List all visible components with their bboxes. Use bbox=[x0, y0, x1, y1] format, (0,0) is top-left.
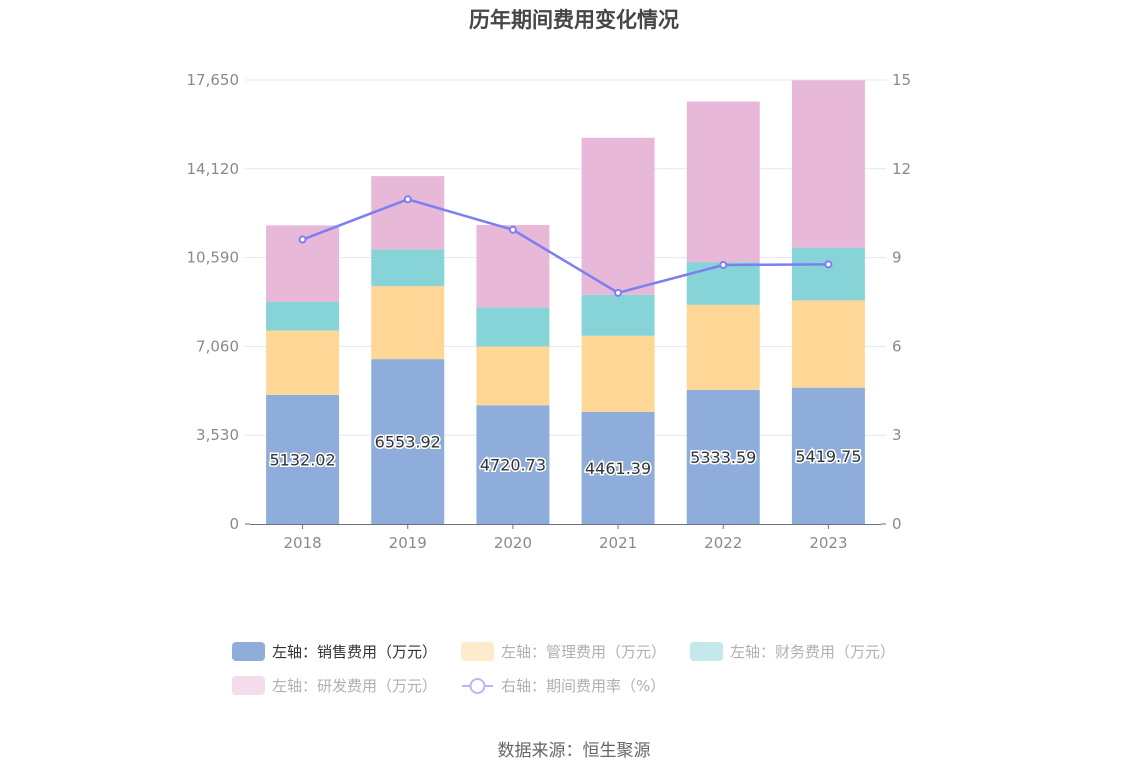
bar-segment-sales bbox=[581, 411, 655, 524]
bar-value-label: 5419.75 bbox=[795, 447, 861, 466]
x-axis-tick-label: 2018 bbox=[283, 534, 321, 552]
bar-segment-rnd bbox=[371, 176, 445, 250]
legend-item-admin[interactable]: 左轴：管理费用（万元） bbox=[461, 641, 666, 662]
right-axis-tick-label: 6 bbox=[892, 337, 902, 355]
rate-line-point bbox=[824, 260, 833, 269]
legend-item-sales[interactable]: 左轴：销售费用（万元） bbox=[232, 641, 437, 662]
left-axis-tick-label: 3,530 bbox=[196, 426, 239, 444]
axes: 0 3,530 7,060 10,590 14,120 17,650 0 3 6 9 12 15 201… bbox=[187, 71, 912, 552]
bar-segment-rnd bbox=[791, 80, 865, 248]
legend-item-rate[interactable]: 右轴：期间费用率（%） bbox=[461, 675, 665, 696]
x-axis-tick-label: 2022 bbox=[704, 534, 742, 552]
right-axis-tick-label: 3 bbox=[892, 426, 902, 444]
legend-line-circle-icon bbox=[462, 677, 494, 694]
right-axis-tick-label: 15 bbox=[892, 71, 911, 89]
legend-swatch-admin-icon bbox=[461, 641, 495, 661]
left-axis-tick-label: 10,590 bbox=[187, 249, 240, 267]
right-axis-tick-label: 12 bbox=[892, 160, 911, 178]
rate-line-path bbox=[302, 197, 829, 295]
bar-value-label: 4720.73 bbox=[480, 456, 546, 475]
legend-label: 左轴：财务费用（万元） bbox=[730, 642, 896, 661]
bar-segment-sales bbox=[371, 359, 445, 524]
legend-label: 右轴：期间费用率（%） bbox=[501, 676, 666, 695]
legend-swatch-sales-icon bbox=[232, 641, 265, 661]
rate-line-point bbox=[614, 288, 623, 297]
right-axis-tick-label: 0 bbox=[892, 515, 902, 533]
x-axis-tick-label: 2023 bbox=[809, 534, 847, 552]
bar-segment-finance bbox=[476, 307, 550, 347]
rate-line bbox=[298, 195, 833, 297]
grid-lines bbox=[250, 79, 881, 436]
rate-line-point bbox=[298, 235, 307, 244]
legend-item-finance[interactable]: 左轴：财务费用（万元） bbox=[690, 641, 895, 662]
legend: 左轴：销售费用（万元） 左轴：管理费用（万元） 左轴：财务费用（万元） 左轴：研… bbox=[232, 640, 932, 708]
bar-segment-finance bbox=[371, 249, 445, 287]
left-axis-tick-label: 0 bbox=[229, 515, 239, 533]
bar-segment-sales bbox=[476, 405, 550, 524]
chart-title: 历年期间费用变化情况 bbox=[469, 8, 679, 32]
bar-segment-sales bbox=[686, 389, 760, 524]
left-axis-tick-label: 17,650 bbox=[187, 71, 240, 89]
right-axis-tick-label: 9 bbox=[892, 249, 902, 267]
bar-segment-admin bbox=[791, 300, 865, 388]
bar-segment-finance bbox=[581, 294, 655, 336]
bar-segment-rnd bbox=[686, 101, 760, 263]
bar-value-label: 4461.39 bbox=[585, 459, 651, 478]
bar-segment-admin bbox=[476, 346, 550, 406]
legend-item-rnd[interactable]: 左轴：研发费用（万元） bbox=[232, 675, 437, 696]
rate-line-point bbox=[508, 225, 517, 234]
bar-value-label: 5333.59 bbox=[690, 448, 756, 467]
x-axis-tick-label: 2020 bbox=[494, 534, 532, 552]
bar-segment-rnd bbox=[476, 224, 550, 308]
bar-segment-finance bbox=[686, 262, 760, 305]
bar-segment-admin bbox=[266, 330, 340, 395]
rate-line-point bbox=[403, 195, 412, 204]
legend-swatch-rnd-icon bbox=[232, 675, 265, 695]
bar-segment-finance bbox=[266, 301, 340, 331]
bar-value-label: 5132.02 bbox=[269, 450, 335, 469]
legend-label: 左轴：销售费用（万元） bbox=[272, 642, 438, 661]
bar-segment-admin bbox=[581, 335, 655, 412]
bar-segment-sales bbox=[266, 394, 340, 524]
x-axis-tick-label: 2019 bbox=[389, 534, 427, 552]
bars bbox=[266, 80, 865, 524]
left-axis-tick-label: 7,060 bbox=[196, 337, 239, 355]
bar-labels: 5132.02 6553.92 4720.73 4461.39 5333.59 5419.… bbox=[268, 431, 863, 479]
bar-segment-admin bbox=[371, 286, 445, 360]
legend-label: 左轴：研发费用（万元） bbox=[272, 676, 438, 695]
left-axis-tick-label: 14,120 bbox=[187, 160, 240, 178]
bar-segment-sales bbox=[791, 387, 865, 524]
bar-segment-admin bbox=[686, 304, 760, 390]
bar-segment-rnd bbox=[581, 137, 655, 295]
legend-label: 左轴：管理费用（万元） bbox=[501, 642, 667, 661]
bar-value-label: 6553.92 bbox=[375, 433, 441, 452]
data-source: 数据来源：恒生聚源 bbox=[497, 741, 651, 761]
rate-line-point bbox=[719, 261, 728, 269]
bar-segment-finance bbox=[791, 247, 865, 301]
x-axis-tick-label: 2021 bbox=[599, 534, 637, 552]
legend-swatch-finance-icon bbox=[690, 641, 724, 661]
